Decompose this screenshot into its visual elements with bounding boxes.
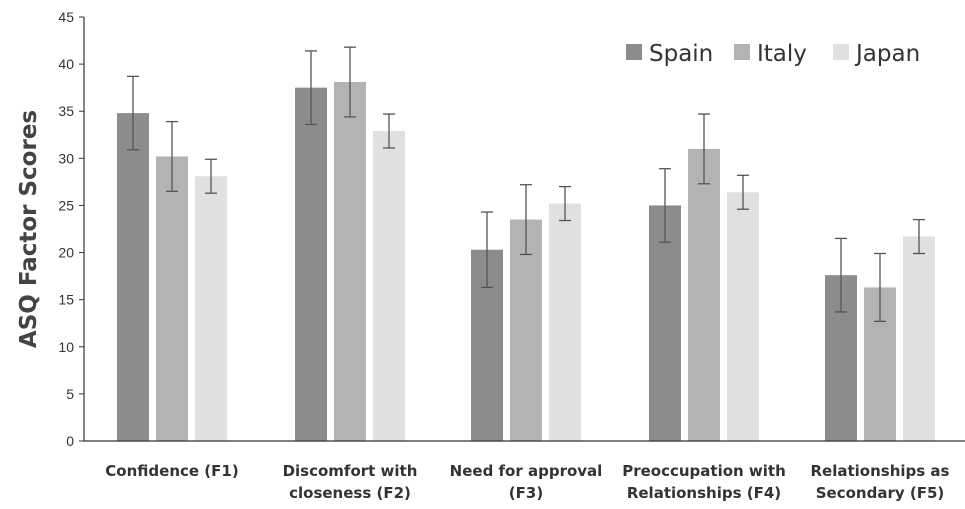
legend-swatch-japan (833, 44, 849, 60)
bars (117, 82, 935, 442)
x-tick-label: Preoccupation with Relationships (F4) (622, 462, 786, 502)
bar-spain (295, 87, 327, 442)
y-tick-label: 40 (58, 56, 74, 72)
bar-italy (510, 219, 542, 441)
legend-label-italy: Italy (757, 41, 807, 67)
bar-japan (549, 203, 581, 441)
bar-japan (195, 176, 227, 442)
bar-spain (649, 205, 681, 441)
y-tick-label: 20 (58, 245, 74, 261)
error-bars (127, 46, 925, 322)
legend: Spain Italy Japan (626, 41, 920, 67)
y-tick-label: 15 (58, 292, 74, 308)
bar-japan (373, 131, 405, 441)
x-tick-label: Discomfort with closeness (F2) (283, 462, 418, 502)
bar-italy (688, 148, 720, 441)
y-axis-label: ASQ Factor Scores (16, 110, 42, 348)
x-tick-label: Relationships as Secondary (F5) (811, 462, 950, 502)
legend-swatch-spain (626, 44, 642, 60)
bar-italy (334, 82, 366, 441)
y-axis: 0 5 10 15 20 25 30 35 40 45 (58, 9, 84, 449)
y-tick-label: 45 (58, 9, 74, 25)
legend-swatch-italy (734, 44, 750, 60)
bar-spain (117, 113, 149, 442)
y-tick-label: 25 (58, 197, 74, 213)
y-tick-label: 35 (58, 103, 74, 119)
x-tick-label: Confidence (F1) (105, 462, 238, 480)
y-tick-label: 0 (66, 433, 74, 449)
bar-italy (156, 156, 188, 441)
bar-japan (903, 236, 935, 441)
x-axis-labels: Confidence (F1) Discomfort with closeness … (105, 462, 949, 502)
y-tick-label: 30 (58, 150, 74, 166)
x-tick-label: Need for approval (F3) (450, 462, 603, 502)
legend-label-japan: Japan (854, 41, 920, 67)
legend-label-spain: Spain (649, 41, 713, 67)
y-tick-label: 5 (66, 386, 74, 402)
bar-japan (727, 192, 759, 441)
y-tick-label: 10 (58, 339, 74, 355)
